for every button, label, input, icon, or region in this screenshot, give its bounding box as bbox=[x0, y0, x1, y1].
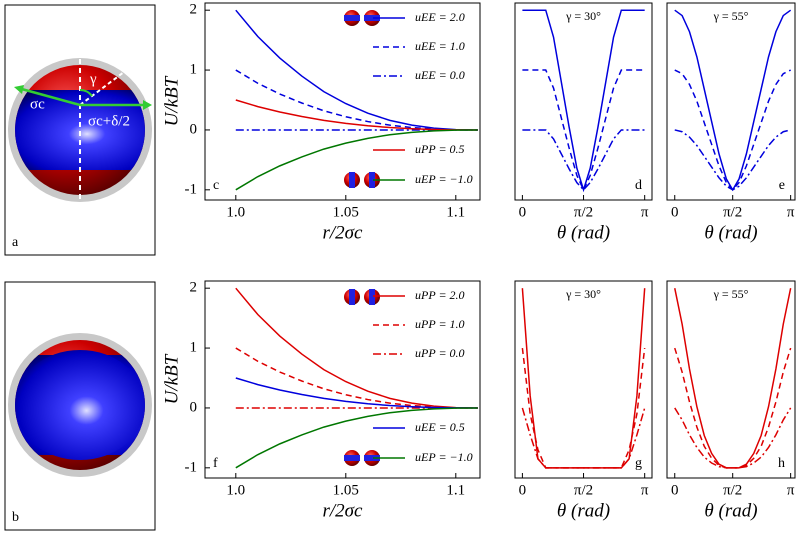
panel-label: c bbox=[213, 178, 219, 193]
curve bbox=[521, 288, 646, 469]
y-axis-label: U/kBT bbox=[161, 353, 182, 404]
curve bbox=[521, 407, 646, 469]
plot-frame bbox=[514, 280, 653, 479]
plot-frame bbox=[514, 2, 653, 201]
x-tick-label: π bbox=[641, 482, 649, 498]
x-tick-label: 1.1 bbox=[446, 482, 465, 498]
plot-frame bbox=[204, 2, 481, 201]
annotation: γ = 30° bbox=[565, 9, 601, 23]
curve bbox=[521, 347, 646, 469]
x-axis-label: θ (rad) bbox=[704, 500, 757, 521]
x-tick-label: 0 bbox=[519, 204, 527, 220]
y-axis-label: U/kBT bbox=[161, 75, 182, 126]
x-axis-label: r/2σc bbox=[323, 222, 364, 243]
x-axis-label: θ (rad) bbox=[557, 222, 610, 243]
curve bbox=[674, 69, 791, 191]
legend-label: uPP = 0.0 bbox=[415, 346, 465, 360]
image-a: σc γ σc+δ/2 a bbox=[4, 4, 156, 256]
x-tick-label: 1.0 bbox=[226, 482, 245, 498]
annotation: γ = 55° bbox=[713, 9, 749, 23]
legend-label: uEE = 0.5 bbox=[415, 420, 465, 434]
x-tick-label: 1.0 bbox=[226, 204, 245, 220]
annotation: γ = 55° bbox=[713, 287, 749, 301]
panel-label: a bbox=[12, 235, 19, 250]
plot-frame bbox=[204, 280, 481, 479]
panel-label: f bbox=[213, 456, 218, 471]
annotation: σc+δ/2 bbox=[88, 113, 130, 129]
curve bbox=[522, 69, 645, 192]
x-tick-label: π/2 bbox=[574, 204, 593, 220]
panel-label: b bbox=[12, 510, 19, 525]
x-tick-label: π/2 bbox=[723, 204, 742, 220]
x-tick-label: π bbox=[787, 204, 795, 220]
annotation: γ bbox=[89, 71, 97, 87]
curve bbox=[522, 129, 645, 191]
curve bbox=[674, 129, 791, 191]
x-tick-label: π/2 bbox=[574, 482, 593, 498]
curve bbox=[235, 9, 478, 131]
legend-label: uEE = 2.0 bbox=[415, 10, 465, 24]
curve bbox=[522, 9, 645, 193]
legend-label: uPP = 1.0 bbox=[415, 317, 465, 331]
y-tick-label: 0 bbox=[190, 121, 198, 137]
curve bbox=[235, 407, 478, 469]
panel-label: d bbox=[635, 178, 642, 193]
x-tick-label: π bbox=[787, 482, 795, 498]
x-tick-label: 1.05 bbox=[333, 204, 359, 220]
legend-label: uPP = 0.5 bbox=[415, 142, 465, 156]
x-tick-label: 1.05 bbox=[333, 482, 359, 498]
curve bbox=[674, 288, 792, 469]
x-tick-label: 0 bbox=[519, 482, 527, 498]
x-tick-label: π bbox=[641, 204, 649, 220]
y-tick-label: 1 bbox=[190, 62, 198, 78]
y-tick-label: 2 bbox=[190, 280, 198, 296]
annotation: σc bbox=[30, 96, 45, 112]
panel-label: h bbox=[778, 456, 785, 471]
legend-label: uEE = 0.0 bbox=[415, 68, 465, 82]
y-tick-label: 0 bbox=[190, 399, 198, 415]
x-axis-label: θ (rad) bbox=[704, 222, 757, 243]
x-axis-label: θ (rad) bbox=[557, 500, 610, 521]
curve bbox=[235, 287, 478, 409]
legend-label: uEE = 1.0 bbox=[415, 39, 465, 53]
legend-label: uEP = −1.0 bbox=[415, 172, 473, 186]
curve bbox=[235, 99, 478, 131]
curve bbox=[674, 407, 792, 469]
x-tick-label: 0 bbox=[671, 482, 679, 498]
curve bbox=[235, 129, 478, 191]
annotation: γ = 30° bbox=[565, 287, 601, 301]
curve bbox=[235, 377, 478, 409]
legend-label: uPP = 2.0 bbox=[415, 288, 465, 302]
x-tick-label: 0 bbox=[671, 204, 679, 220]
panel-label: e bbox=[779, 178, 785, 193]
plot-frame bbox=[666, 2, 796, 201]
panel-label: g bbox=[635, 456, 642, 471]
y-tick-label: 1 bbox=[190, 340, 198, 356]
x-axis-label: r/2σc bbox=[323, 500, 364, 521]
y-tick-label: -1 bbox=[185, 181, 198, 197]
y-tick-label: 2 bbox=[190, 2, 198, 18]
plot-frame bbox=[666, 280, 796, 479]
y-tick-label: -1 bbox=[185, 459, 198, 475]
curve bbox=[674, 9, 792, 192]
image-b: b bbox=[4, 281, 156, 531]
x-tick-label: π/2 bbox=[723, 482, 742, 498]
curve bbox=[674, 347, 792, 469]
legend-label: uEP = −1.0 bbox=[415, 450, 473, 464]
x-tick-label: 1.1 bbox=[446, 204, 465, 220]
